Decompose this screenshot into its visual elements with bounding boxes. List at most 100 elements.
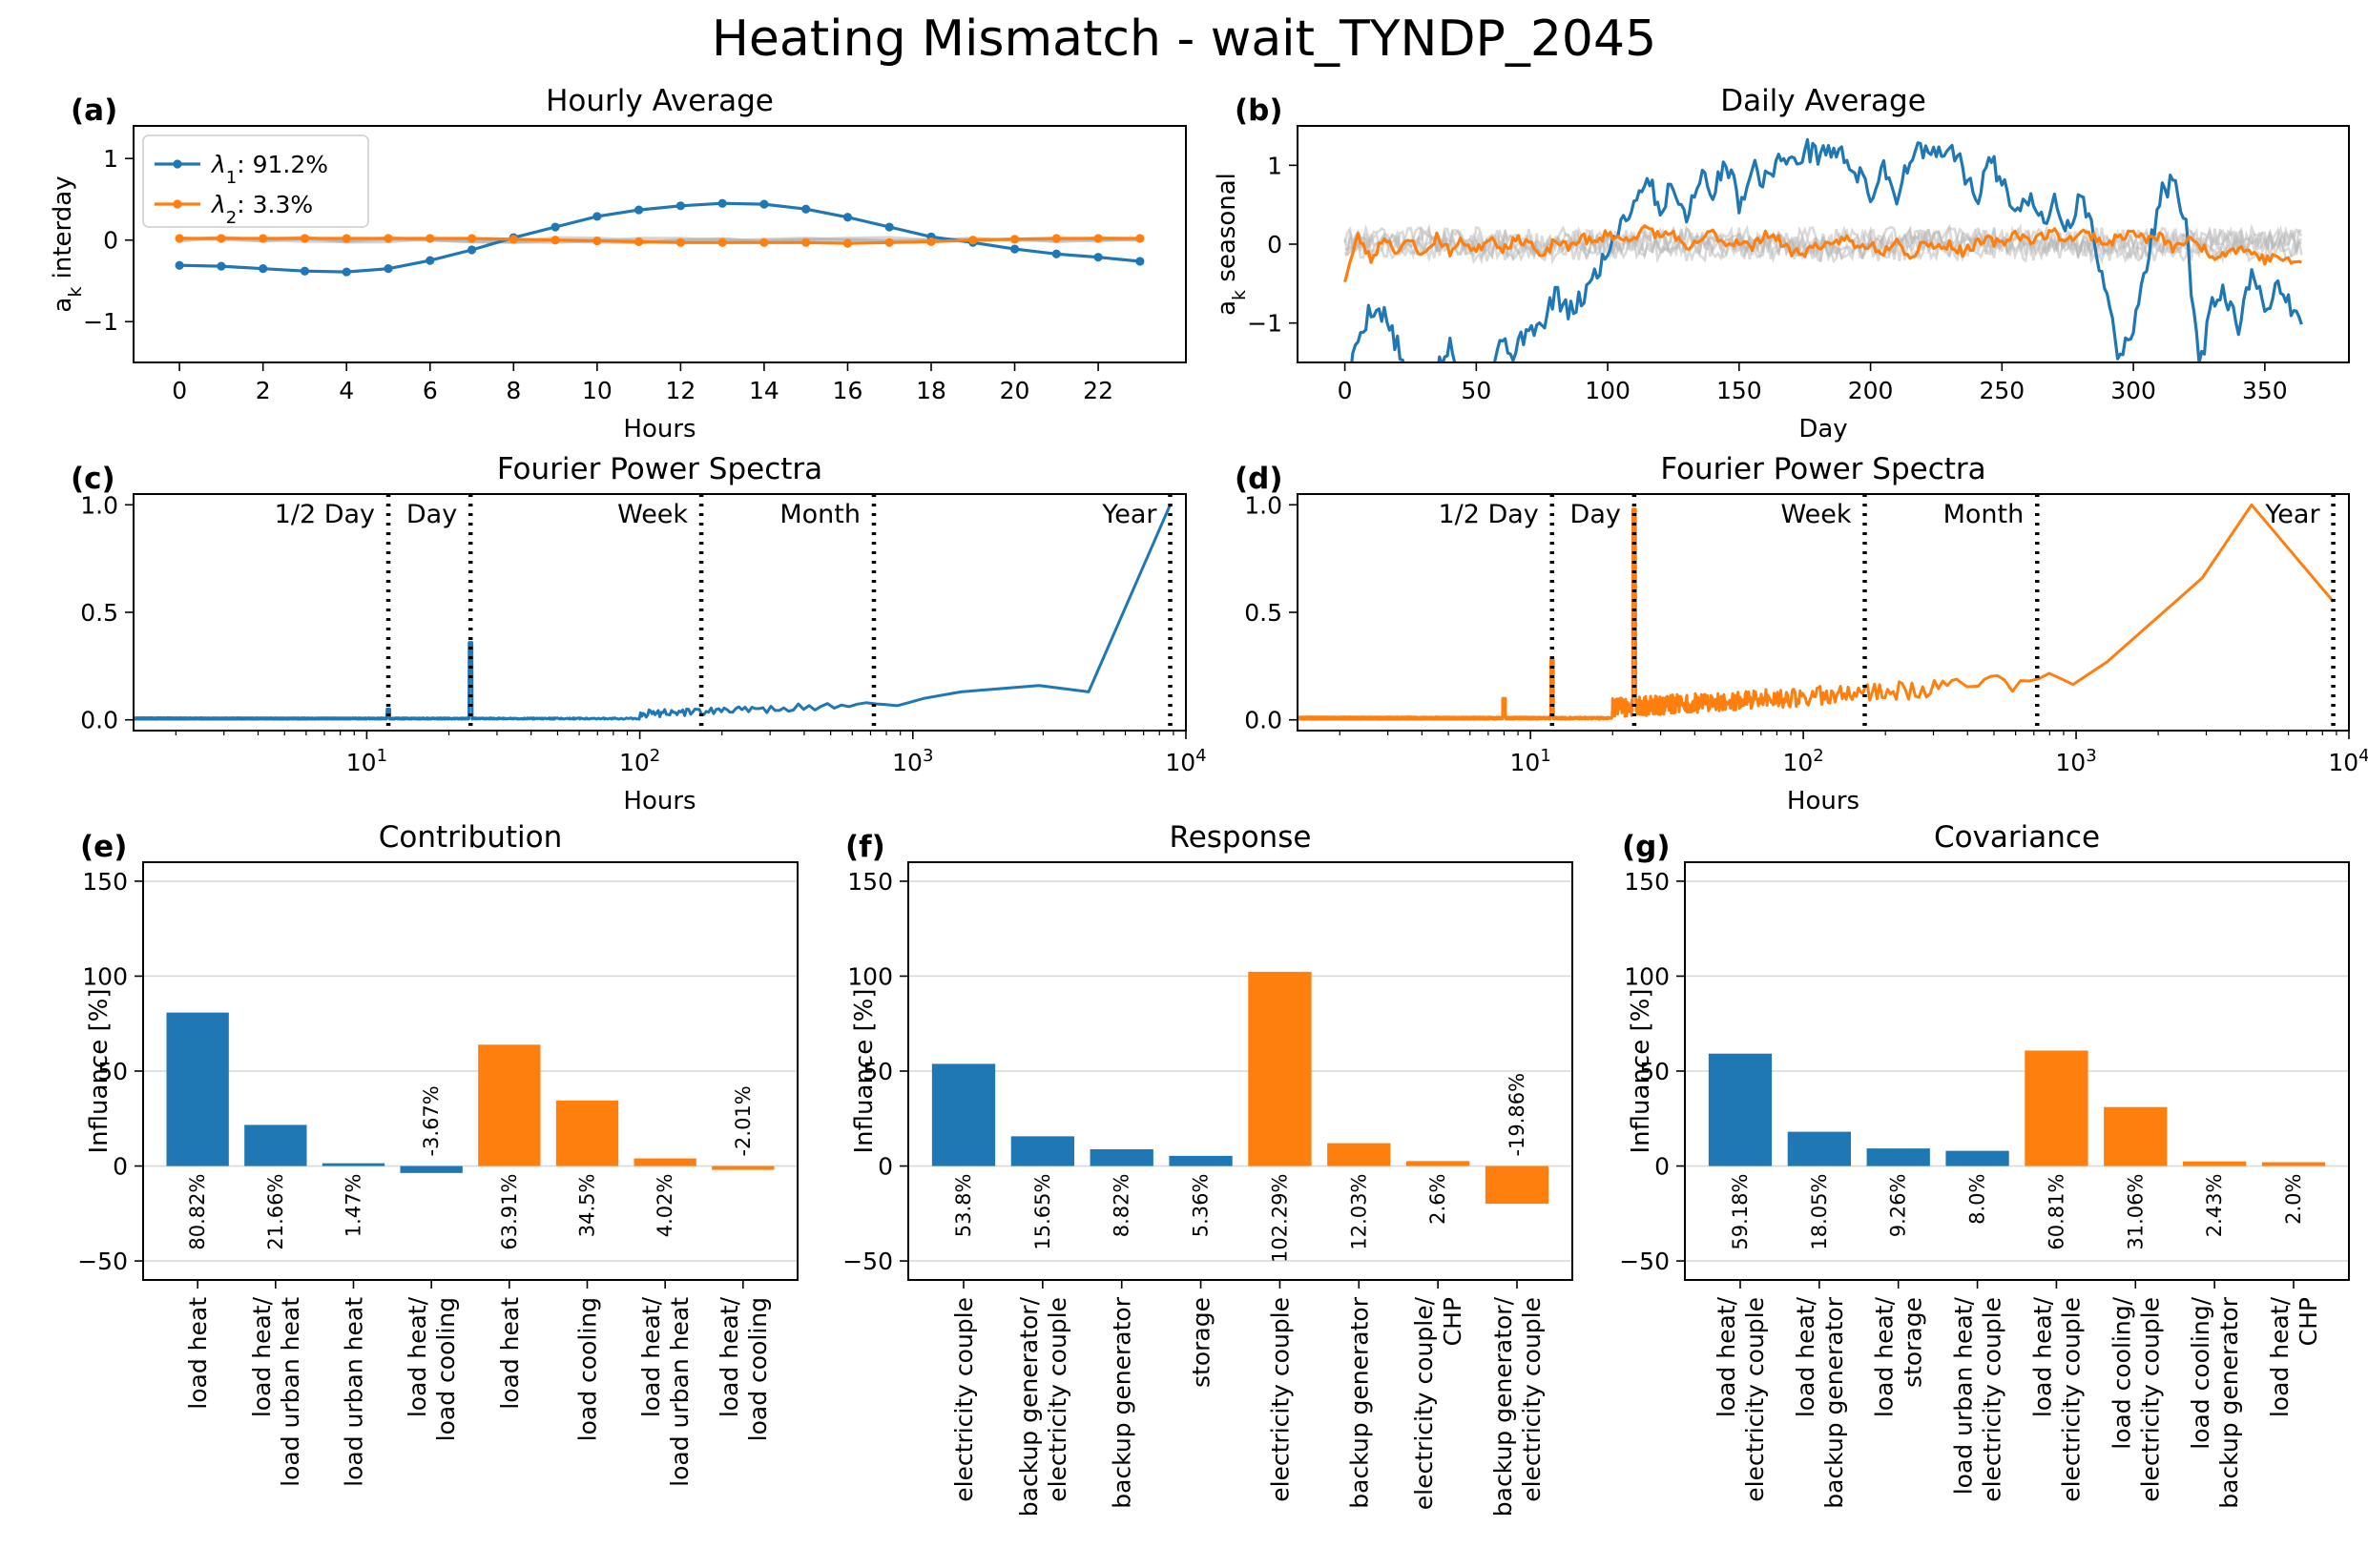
bar-f: [1010, 1136, 1074, 1166]
series-point-1: [801, 204, 811, 214]
x-tick-label-a: 0: [172, 377, 187, 404]
bar-f: [931, 1063, 996, 1166]
legend-entry: λ1: 91.2%: [210, 151, 328, 188]
category-label-g: storage: [1900, 1297, 1927, 1388]
period-marker-label: Week: [1781, 500, 1852, 529]
category-label-f: storage: [1188, 1297, 1215, 1388]
y-tick-label-e: 0: [113, 1153, 128, 1181]
y-tick-label-g: 100: [1624, 962, 1670, 990]
grey-component-line: [1343, 222, 2302, 262]
category-label-f: backup generator: [1345, 1296, 1373, 1508]
period-marker-label: Month: [779, 500, 861, 529]
series-point-2: [675, 237, 685, 247]
x-tick-label-a: 18: [916, 377, 946, 404]
bar-g: [2025, 1050, 2088, 1166]
axes-frame-b: [1297, 125, 2350, 363]
x-tick-label-b: 250: [1979, 377, 2025, 404]
bar-g: [2261, 1162, 2326, 1166]
bar-e: [712, 1166, 775, 1170]
y-tick-label-b: 1: [1267, 152, 1282, 179]
category-label-f: electricity couple: [1044, 1297, 1071, 1502]
category-label-g: backup generator: [1820, 1296, 1848, 1508]
panel-d: 1/2 Day Day Week Month Year 0.0 0.5 1.0 101 102 10…: [1235, 452, 2368, 815]
series-point-1: [1135, 257, 1145, 266]
y-tick-label-g: −50: [1619, 1248, 1670, 1275]
x-tick-label-a: 2: [256, 377, 271, 404]
category-label-g: electricity couple: [2136, 1297, 2164, 1502]
panel-label-b: (b): [1235, 93, 1283, 128]
category-label-e: load cooling: [744, 1297, 772, 1441]
x-tick-label-c: 101: [346, 746, 387, 777]
series-point-1: [759, 199, 769, 209]
bar-value-label-e: 80.82%: [186, 1174, 209, 1250]
bar-g: [1708, 1053, 1773, 1166]
series-point-2: [259, 234, 268, 243]
x-tick-label-b: 50: [1461, 377, 1491, 404]
bar-value-label-g: 2.43%: [2203, 1174, 2226, 1238]
category-label-f: backup generator/: [1489, 1296, 1517, 1516]
axes-frame-f: [907, 861, 1573, 1281]
series-point-2: [300, 234, 310, 243]
category-label-g: load heat/: [1713, 1296, 1740, 1417]
bar-g: [1945, 1150, 2009, 1166]
panel-label-a: (a): [71, 93, 117, 128]
category-label-f: backup generator: [1109, 1296, 1136, 1508]
bar-value-label-g: 59.18%: [1729, 1174, 1752, 1250]
axes-frame-e: [142, 861, 799, 1281]
axes-frame-d: [1297, 493, 2350, 732]
series-point-2: [759, 237, 769, 247]
y-tick-label-a: −1: [83, 308, 118, 336]
x-tick-label-b: 200: [1848, 377, 1894, 404]
series-point-1: [1009, 244, 1020, 254]
legend-a: λ1: 91.2%λ2: 3.3%: [142, 134, 369, 228]
series-point-1: [175, 260, 184, 270]
axes-frame-a: [133, 125, 1187, 363]
series-point-2: [801, 237, 811, 247]
bar-value-label-e: 34.5%: [576, 1174, 599, 1238]
y-axis-label-b: ak seasonal: [1213, 173, 1250, 316]
period-marker-label: Year: [2264, 500, 2320, 529]
category-label-g: load cooling/: [2187, 1296, 2214, 1449]
panel-title-d: Fourier Power Spectra: [1660, 452, 1985, 486]
spectrum-line-d: [1298, 503, 2335, 721]
category-label-f: electricity couple: [1266, 1297, 1294, 1502]
x-tick-label-b: 0: [1338, 377, 1353, 404]
bar-f: [1406, 1161, 1470, 1166]
x-tick-label-d: 102: [1782, 746, 1823, 777]
x-tick-label-d: 101: [1510, 746, 1551, 777]
panel-label-e: (e): [80, 830, 127, 864]
x-tick-label-d: 103: [2055, 746, 2096, 777]
series-point-1: [300, 266, 310, 276]
panel-title-b: Daily Average: [1720, 84, 1926, 118]
panel-label-c: (c): [71, 462, 115, 496]
bar-e: [555, 1100, 619, 1166]
category-label-e: load heat: [184, 1297, 212, 1410]
period-marker-label: Day: [1570, 500, 1621, 529]
y-tick-label-b: 0: [1267, 231, 1282, 258]
series-point-1: [884, 222, 894, 232]
bar-f: [1327, 1143, 1391, 1166]
legend-marker: [173, 199, 182, 209]
bar-value-label-g: 60.81%: [2045, 1174, 2067, 1250]
bar-f: [1090, 1148, 1153, 1166]
y-tick-label-f: 150: [847, 868, 893, 896]
bar-f: [1485, 1166, 1549, 1205]
category-label-f: CHP: [1439, 1297, 1466, 1346]
series-point-2: [634, 237, 644, 247]
series-point-2: [592, 236, 602, 246]
y-tick-label-e: 50: [97, 1058, 128, 1085]
panel-c: 1/2 Day Day Week Month Year 0.0 0.5 1.0 101 102 10…: [71, 452, 1207, 815]
bar-value-label-e: -3.67%: [420, 1085, 443, 1156]
y-tick-label-e: −50: [77, 1248, 128, 1275]
panel-label-g: (g): [1622, 830, 1671, 864]
panel-e: −50 0 50 100 150 80.82% load heat 21.66% load he…: [77, 820, 799, 1487]
y-tick-label-c: 0.5: [80, 599, 118, 627]
panel-title-e: Contribution: [379, 820, 562, 855]
bar-value-label-g: 2.0%: [2282, 1174, 2305, 1225]
series-point-1: [717, 198, 727, 208]
x-tick-label-a: 20: [1000, 377, 1030, 404]
series-point-2: [467, 234, 477, 243]
bar-value-label-f: 5.36%: [1190, 1174, 1213, 1238]
y-tick-label-d: 0.0: [1244, 707, 1282, 734]
